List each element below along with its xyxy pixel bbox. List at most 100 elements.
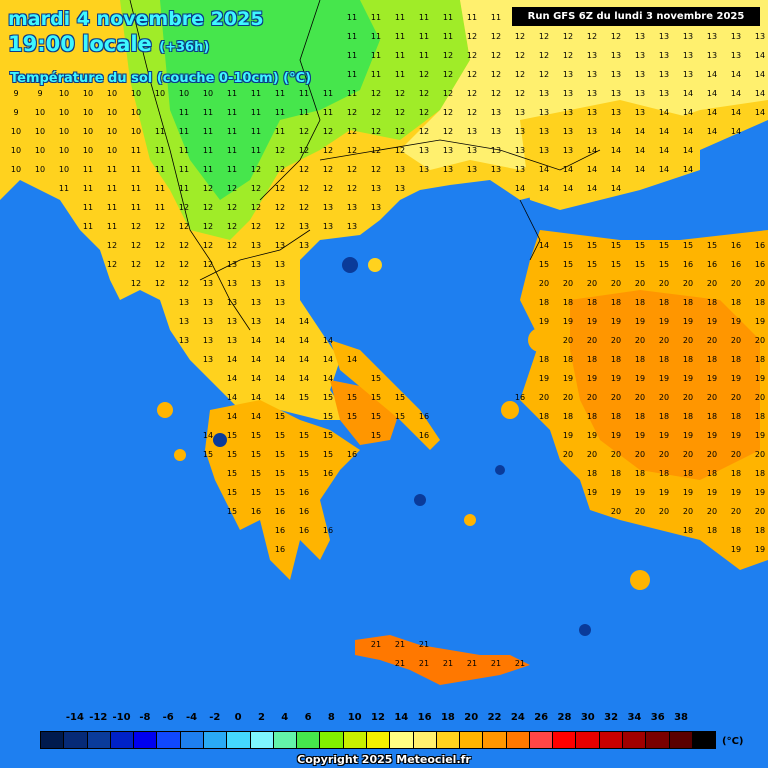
grid-value: 19 <box>611 317 621 326</box>
grid-value: 15 <box>251 469 261 478</box>
grid-value: 18 <box>707 526 717 535</box>
grid-value: 13 <box>299 241 309 250</box>
legend-swatch <box>180 732 204 748</box>
grid-value: 18 <box>659 412 669 421</box>
grid-value: 13 <box>203 279 213 288</box>
grid-value: 13 <box>275 260 285 269</box>
grid-value: 19 <box>683 431 693 440</box>
land-cold-core <box>160 0 380 200</box>
island <box>174 449 186 461</box>
grid-value: 14 <box>563 165 573 174</box>
grid-value: 18 <box>731 355 741 364</box>
grid-value: 19 <box>683 488 693 497</box>
grid-value: 13 <box>179 298 189 307</box>
grid-value: 12 <box>251 184 261 193</box>
grid-value: 14 <box>635 146 645 155</box>
grid-value: 12 <box>203 203 213 212</box>
forecast-hour: 19:00 locale <box>8 32 152 56</box>
grid-value: 20 <box>707 279 717 288</box>
grid-value: 14 <box>611 184 621 193</box>
grid-value: 14 <box>755 108 765 117</box>
grid-value: 11 <box>251 127 261 136</box>
grid-value: 20 <box>563 336 573 345</box>
grid-value: 11 <box>155 127 165 136</box>
grid-value: 13 <box>563 108 573 117</box>
grid-value: 19 <box>707 374 717 383</box>
grid-value: 12 <box>155 241 165 250</box>
legend-tick-label: 24 <box>510 712 525 723</box>
grid-value: 15 <box>707 241 717 250</box>
legend-tick-label: 32 <box>604 712 619 723</box>
legend-tick-label: 18 <box>440 712 455 723</box>
grid-value: 20 <box>635 336 645 345</box>
grid-value: 14 <box>587 184 597 193</box>
grid-value: 20 <box>563 393 573 402</box>
grid-value: 15 <box>659 260 669 269</box>
grid-value: 20 <box>755 336 765 345</box>
grid-value: 13 <box>179 317 189 326</box>
grid-value: 12 <box>491 70 501 79</box>
grid-value: 10 <box>35 165 45 174</box>
grid-value: 15 <box>323 431 333 440</box>
grid-value: 18 <box>611 355 621 364</box>
grid-value: 12 <box>131 241 141 250</box>
grid-value: 10 <box>107 146 117 155</box>
grid-value: 14 <box>275 374 285 383</box>
grid-value: 11 <box>371 70 381 79</box>
grid-value: 13 <box>539 89 549 98</box>
grid-value: 19 <box>563 431 573 440</box>
grid-value: 14 <box>275 355 285 364</box>
grid-value: 13 <box>467 146 477 155</box>
grid-value: 20 <box>683 336 693 345</box>
grid-value: 14 <box>659 146 669 155</box>
grid-value: 14 <box>755 89 765 98</box>
grid-value: 13 <box>203 336 213 345</box>
island <box>495 465 505 475</box>
grid-value: 15 <box>275 412 285 421</box>
grid-value: 14 <box>227 355 237 364</box>
grid-value: 14 <box>347 355 357 364</box>
grid-value: 13 <box>515 108 525 117</box>
grid-value: 18 <box>707 469 717 478</box>
legend-tick-label: 4 <box>281 712 289 723</box>
grid-value: 12 <box>299 146 309 155</box>
grid-value: 19 <box>611 431 621 440</box>
grid-value: 13 <box>611 51 621 60</box>
legend-swatch <box>87 732 111 748</box>
grid-value: 18 <box>659 355 669 364</box>
grid-value: 11 <box>107 184 117 193</box>
grid-value: 12 <box>179 203 189 212</box>
grid-value: 10 <box>83 108 93 117</box>
grid-value: 18 <box>731 469 741 478</box>
grid-value: 12 <box>347 127 357 136</box>
grid-value: 18 <box>683 298 693 307</box>
grid-value: 12 <box>443 108 453 117</box>
grid-value: 11 <box>371 32 381 41</box>
grid-value: 12 <box>299 165 309 174</box>
grid-value: 12 <box>539 70 549 79</box>
grid-value: 10 <box>83 146 93 155</box>
grid-value: 18 <box>563 412 573 421</box>
grid-value: 18 <box>659 469 669 478</box>
grid-value: 11 <box>155 203 165 212</box>
legend-swatch <box>320 732 344 748</box>
grid-value: 12 <box>419 127 429 136</box>
grid-value: 14 <box>611 127 621 136</box>
grid-value: 11 <box>131 203 141 212</box>
land-euboea <box>330 340 440 450</box>
grid-value: 13 <box>395 184 405 193</box>
grid-value: 20 <box>683 450 693 459</box>
grid-value: 10 <box>179 89 189 98</box>
grid-value: 19 <box>755 488 765 497</box>
grid-value: 13 <box>539 108 549 117</box>
grid-value: 20 <box>731 279 741 288</box>
grid-value: 15 <box>395 393 405 402</box>
grid-value: 20 <box>539 393 549 402</box>
grid-value: 11 <box>155 165 165 174</box>
grid-value: 16 <box>755 241 765 250</box>
grid-value: 13 <box>683 32 693 41</box>
grid-value: 20 <box>755 450 765 459</box>
grid-value: 11 <box>275 127 285 136</box>
grid-value: 19 <box>755 545 765 554</box>
grid-value: 18 <box>683 526 693 535</box>
